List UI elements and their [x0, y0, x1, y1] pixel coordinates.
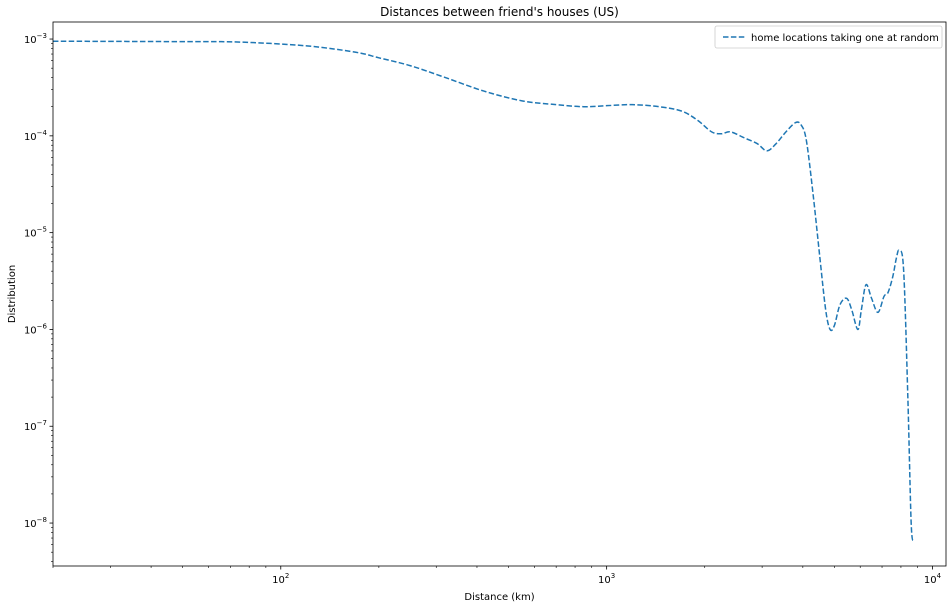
legend: home locations taking one at random [714, 25, 943, 49]
legend-box [714, 25, 943, 49]
y-axis-label: Distribution [7, 265, 18, 323]
y-tick-label: 10−3 [24, 32, 47, 46]
chart-title: Distances between friend's houses (US) [380, 5, 619, 19]
x-axis-label: Distance (km) [464, 592, 534, 603]
y-tick-label: 10−8 [24, 516, 47, 530]
y-tick-label: 10−5 [24, 226, 47, 240]
y-tick-label: 10−4 [24, 129, 48, 143]
x-tick-label: 104 [924, 572, 942, 586]
y-axis-ticks: 10−3 10−4 10−5 10−6 10−7 10−8 [24, 32, 53, 562]
plot-area [52, 40, 915, 542]
series-line [52, 40, 915, 542]
x-tick-label: 102 [272, 572, 289, 586]
x-tick-label: 103 [598, 572, 615, 586]
legend-label: home locations taking one at random [751, 33, 939, 44]
y-tick-label: 10−6 [24, 322, 48, 336]
y-tick-label: 10−7 [24, 419, 47, 433]
axes-frame [52, 21, 947, 567]
